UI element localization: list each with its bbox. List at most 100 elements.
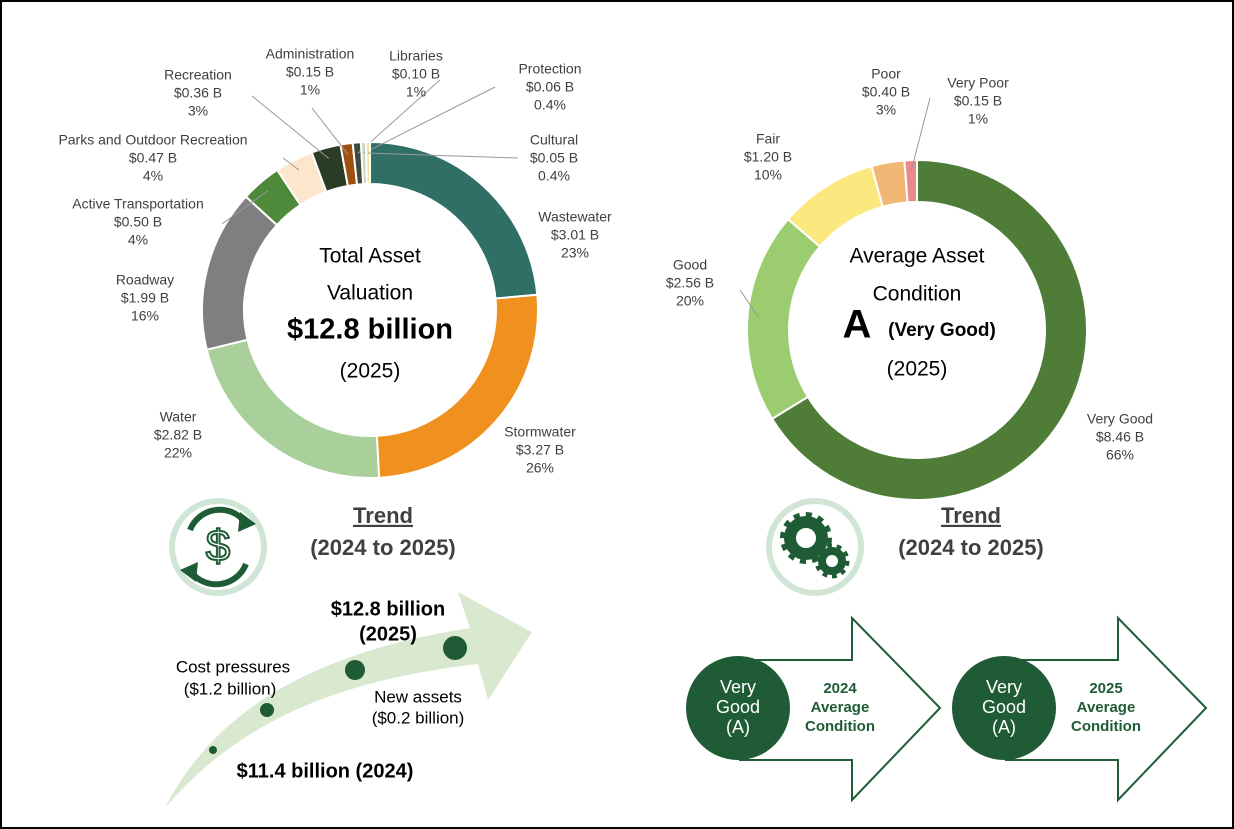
segment-share: 1% [300,82,320,98]
growth-arrow [165,592,532,808]
gear-teeth [814,543,850,579]
segment-name: Fair [756,131,780,147]
condition-circle [952,656,1056,760]
dot [443,636,467,660]
leader-line [910,97,931,172]
trend-heading: Trend [941,503,1001,528]
segment-value: $0.47 B [129,150,177,166]
segment-name: Protection [518,61,581,77]
gear [818,547,846,575]
new-value: ($0.2 billion) [372,708,465,727]
dot [260,703,274,717]
trend-period: (2024 to 2025) [898,535,1044,560]
segment-share: 4% [143,168,163,184]
segment-share: 3% [876,102,896,118]
segment-share: 4% [128,232,148,248]
condition-text: Average [811,699,870,716]
dot [209,746,217,754]
circle-text: (A) [992,717,1016,737]
center-year: (2025) [340,360,401,383]
leader-line [368,152,519,159]
circle-text: Very [720,677,756,697]
leader-line [311,107,349,155]
trend-period: (2024 to 2025) [310,535,456,560]
leader-line [282,157,300,171]
segment-value: $2.82 B [154,427,202,443]
circle-text: Good [982,697,1026,717]
start-value: $11.4 billion (2024) [237,760,414,782]
gear [784,516,828,560]
condition-text: Average [1077,699,1136,716]
segment-share: 22% [164,445,192,461]
icon-arrow [187,506,248,532]
circle-text: Good [716,697,760,717]
segment-name: Very Good [1087,411,1153,427]
segment-name: Administration [266,46,355,62]
segment-share: 1% [968,111,988,127]
segment-share: 1% [406,84,426,100]
center-grade-label: (Very Good) [888,320,996,341]
segment-share: 26% [526,460,554,476]
segment-value: $0.50 B [114,214,162,230]
segment-value: $0.06 B [526,79,574,95]
dollar-symbol: $ [206,522,230,571]
trend-heading: Trend [353,503,413,528]
segment-share: 66% [1106,447,1134,463]
condition-circle [686,656,790,760]
segment-value: $8.46 B [1096,429,1144,445]
segment-share: 16% [131,308,159,324]
segment-name: Cultural [530,132,578,148]
gear-teeth [780,512,832,564]
end-year: (2025) [359,623,417,645]
icon-arrowhead [238,512,256,532]
segment-name: Stormwater [504,424,576,440]
segment-name: Recreation [164,67,232,83]
leader-line [357,79,441,154]
segment-name: Water [160,409,197,425]
segment-value: $1.99 B [121,290,169,306]
segment-value: $3.27 B [516,442,564,458]
end-value: $12.8 billion [331,598,445,620]
circle-text: (A) [726,717,750,737]
center-text: Condition [873,283,962,306]
segment-value: $0.15 B [286,64,334,80]
segment-name: Wastewater [538,209,612,225]
condition-text: Condition [1071,718,1141,735]
icon-arrow [188,562,249,588]
segment-share: 20% [676,293,704,309]
segment-name: Very Poor [947,75,1009,91]
segment-value: $0.40 B [862,84,910,100]
cost-label: Cost pressures [176,657,290,676]
segment-value: $0.15 B [954,93,1002,109]
circle-text: Very [986,677,1022,697]
segment-share: 10% [754,167,782,183]
segment-name: Good [673,257,707,273]
cost-value: ($1.2 billion) [184,679,277,698]
segment-name: Roadway [116,272,174,288]
icon-arrowhead [180,562,198,582]
segment-share: 0.4% [534,97,566,113]
conditions: VeryGood(A)2024AverageConditionVeryGood(… [686,615,1208,803]
leader-line [221,190,269,225]
segment-share: 3% [188,103,208,119]
segment-name: Poor [871,66,901,82]
segment-name: Libraries [389,48,443,64]
center-grade: A [843,303,872,347]
condition-text: Condition [805,718,875,735]
segment-value: $0.10 B [392,66,440,82]
center-text: Total Asset [319,245,421,268]
center-text: Average Asset [849,245,984,268]
segment-value: $1.20 B [744,149,792,165]
segment-value: $0.05 B [530,150,578,166]
leader-line [363,86,496,154]
condition-text: 2024 [823,680,857,697]
segment-value: $0.36 B [174,85,222,101]
donut-segment [903,158,918,204]
segment-share: 23% [561,245,589,261]
leader-line [251,95,330,159]
donut-segment [770,158,1088,501]
center-total: $12.8 billion [287,314,453,346]
condition-text: 2025 [1089,680,1122,697]
segment-share: 0.4% [538,168,570,184]
